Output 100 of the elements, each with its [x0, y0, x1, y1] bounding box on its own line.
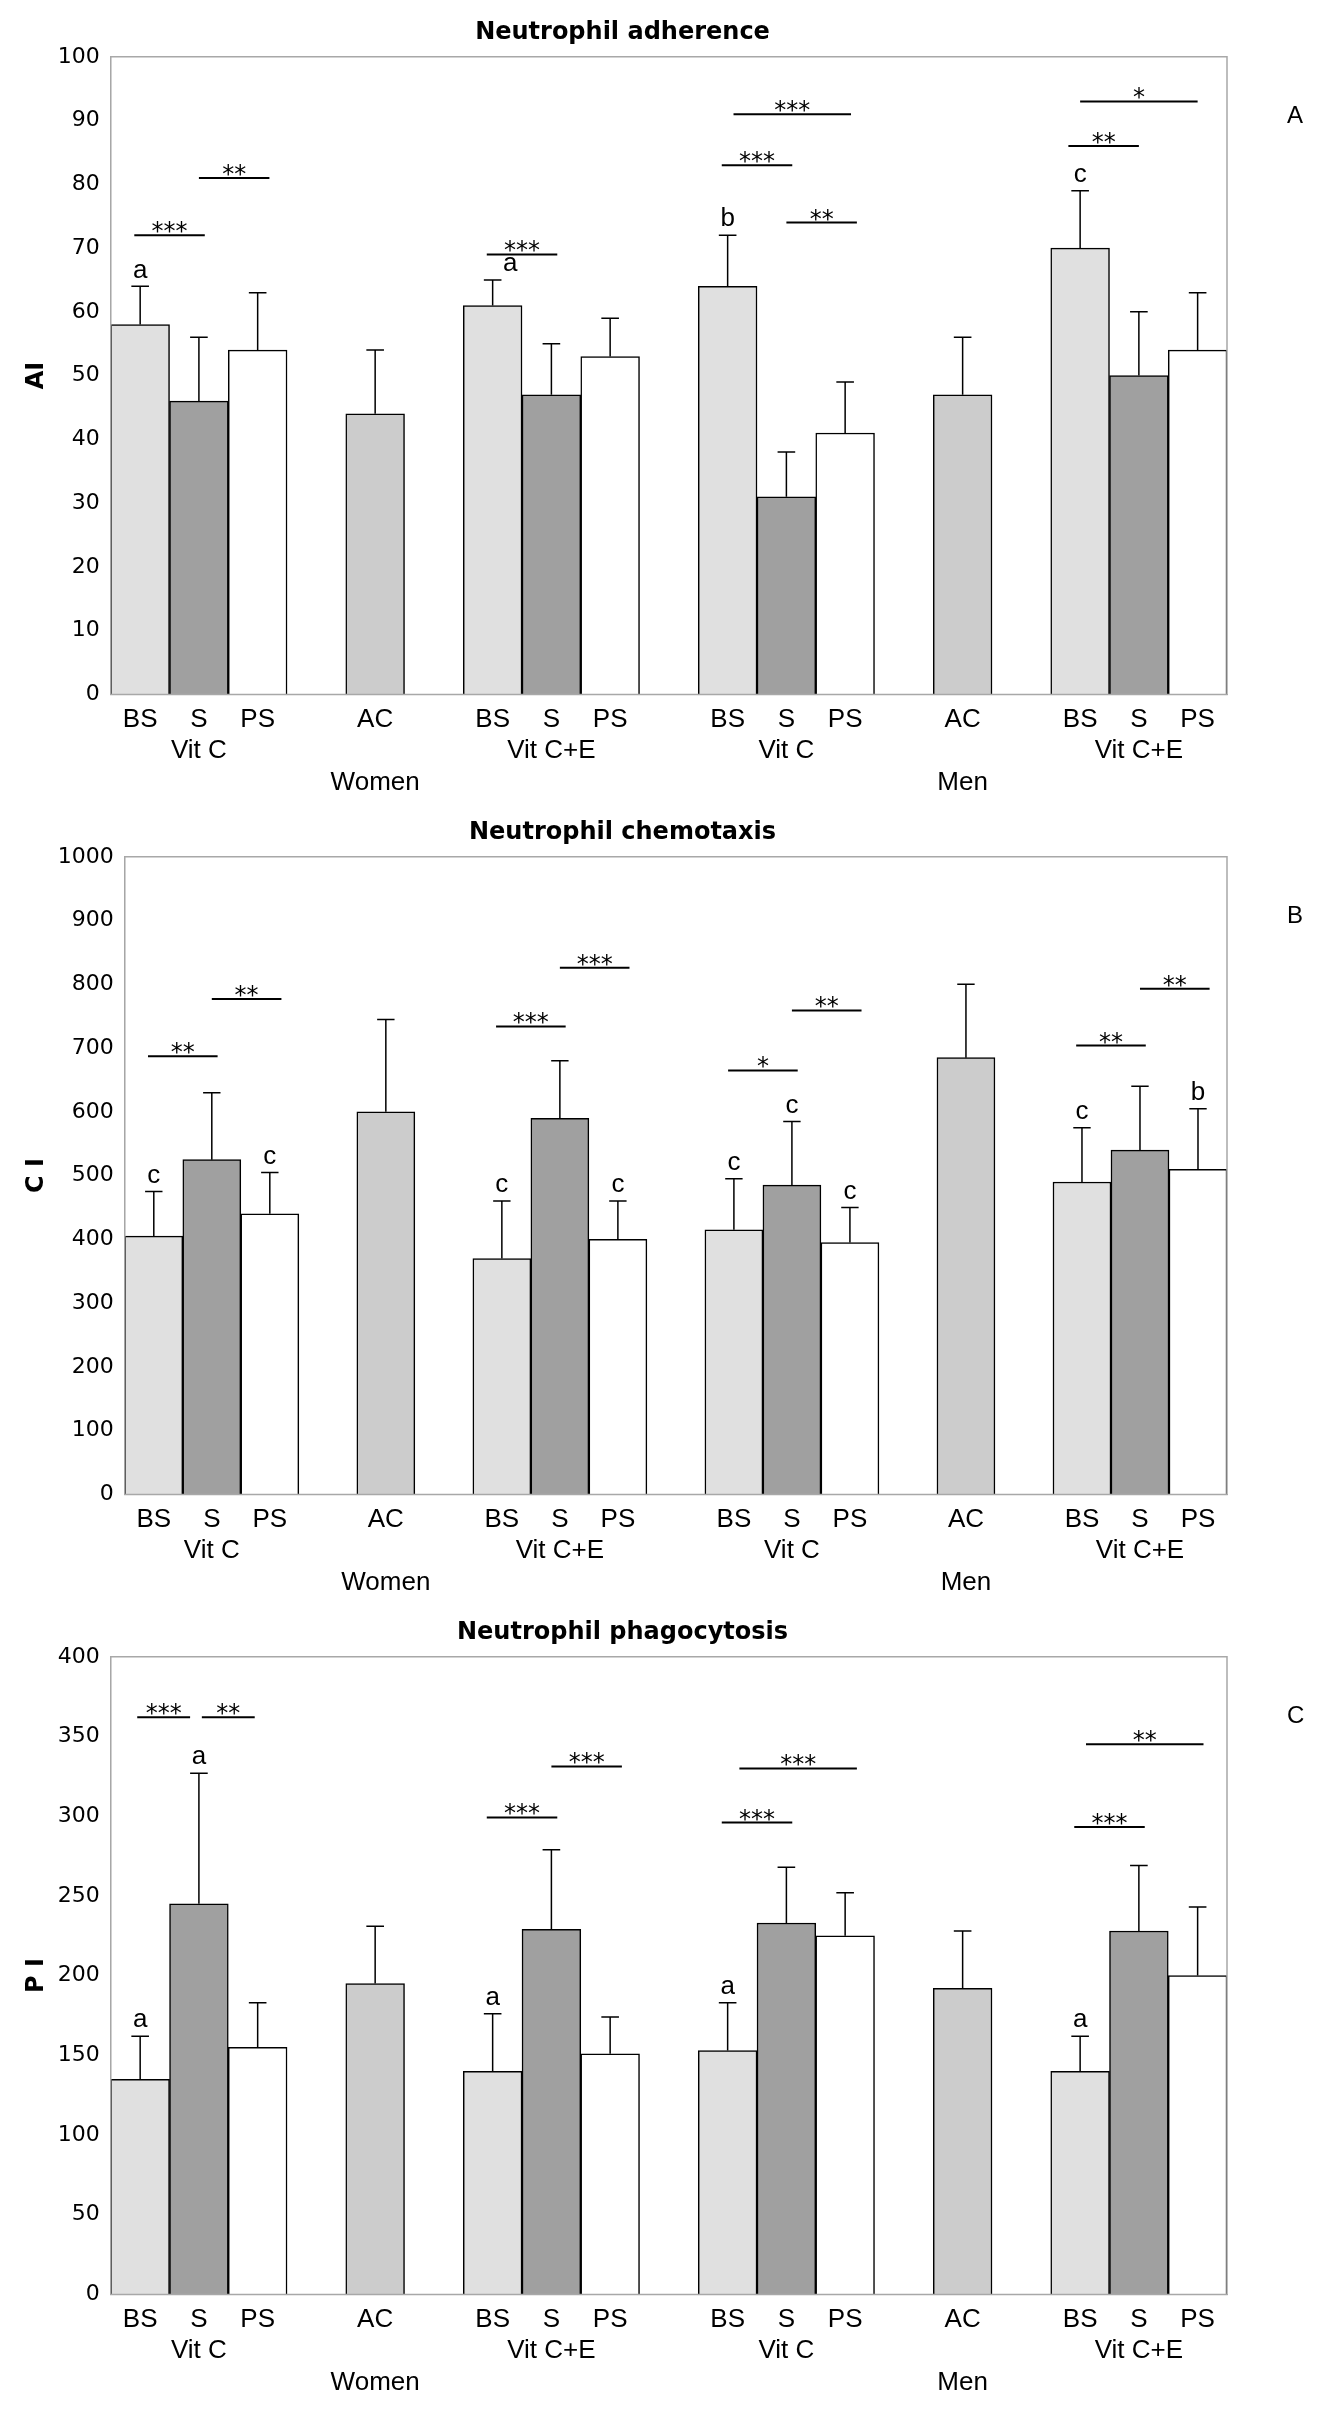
- x-tick-label: BS: [475, 2303, 510, 2334]
- text: A: [1287, 101, 1304, 129]
- y-axis-title: P I: [20, 1958, 49, 1994]
- y-tick-label: 700: [71, 1033, 114, 1059]
- y-tick-label: 200: [57, 1961, 100, 1987]
- x-tick-label: S Vit C: [183, 1503, 240, 1565]
- annotation: **: [170, 1038, 195, 1067]
- y-tick-label: 100: [57, 2120, 100, 2146]
- annotation: a: [1072, 2003, 1088, 2034]
- y-tick-label: 0: [85, 2280, 100, 2306]
- y-tick-label: 50: [71, 2200, 100, 2226]
- annotation: a: [485, 1981, 501, 2012]
- chart-title: Neutrophil chemotaxis: [468, 816, 777, 845]
- category-label: AC Men: [940, 1503, 992, 1596]
- annotation: *: [1132, 83, 1145, 112]
- x-tick-label: S Vit C: [763, 1503, 820, 1565]
- x-tick-label: PS: [827, 703, 863, 734]
- y-tick-label: 60: [71, 297, 100, 323]
- x-tick-label: S Vit C: [758, 703, 815, 765]
- annotation: **: [809, 204, 834, 233]
- x-tick-label: PS: [592, 2303, 628, 2334]
- annotation: **: [234, 980, 259, 1009]
- annotation: c: [1075, 1094, 1089, 1125]
- y-tick-label: 30: [71, 488, 100, 514]
- x-tick-label: PS: [1180, 703, 1215, 734]
- annotation: ***: [568, 1748, 605, 1777]
- category-label: AC Women: [330, 703, 420, 796]
- category-label: AC Women: [341, 1503, 431, 1596]
- y-tick-label: 400: [57, 1642, 100, 1668]
- y-tick-label: 10: [71, 616, 100, 642]
- annotation: a: [132, 253, 148, 284]
- annotation: c: [785, 1088, 799, 1119]
- y-tick-label: 20: [71, 552, 100, 578]
- x-tick-label: PS: [1180, 1503, 1216, 1534]
- x-tick-label: PS: [592, 703, 628, 734]
- category-label: AC Women: [330, 2303, 420, 2396]
- x-tick-label: BS: [710, 703, 745, 734]
- annotation: a: [720, 1969, 736, 2000]
- y-tick-label: 70: [71, 233, 100, 259]
- x-tick-label: PS: [600, 1503, 636, 1534]
- annotation: ***: [1091, 1809, 1128, 1838]
- y-tick-label: 0: [85, 680, 100, 706]
- y-tick-label: 100: [57, 42, 100, 68]
- annotation: c: [147, 1158, 161, 1189]
- annotation: *: [756, 1052, 769, 1081]
- x-tick-label: PS: [252, 1503, 288, 1534]
- y-tick-label: 80: [71, 170, 100, 196]
- chart-title: Neutrophil adherence: [475, 16, 770, 45]
- y-tick-label: 900: [71, 906, 114, 932]
- annotation: **: [814, 992, 839, 1021]
- annotation: ***: [512, 1008, 549, 1037]
- category-label: AC Men: [937, 2303, 988, 2396]
- x-tick-label: BS: [122, 2303, 158, 2334]
- y-tick-label: 50: [71, 361, 100, 387]
- annotation: c: [727, 1145, 741, 1176]
- annotation: ***: [774, 96, 811, 125]
- annotation: c: [611, 1168, 625, 1199]
- annotation: c: [495, 1168, 509, 1199]
- y-tick-label: 100: [71, 1416, 114, 1442]
- x-tick-label: BS: [475, 703, 510, 734]
- x-tick-label: PS: [240, 2303, 275, 2334]
- y-tick-label: 500: [71, 1161, 114, 1187]
- y-tick-label: 350: [57, 1722, 100, 1748]
- y-tick-label: 200: [71, 1352, 114, 1378]
- x-tick-label: S Vit C: [170, 703, 227, 765]
- annotation: **: [1162, 970, 1187, 999]
- y-tick-label: 90: [71, 106, 100, 132]
- x-tick-label: S Vit C: [170, 2303, 227, 2365]
- x-tick-label: S Vit C: [758, 2303, 815, 2365]
- y-tick-label: 300: [71, 1288, 114, 1314]
- y-tick-label: 1000: [57, 842, 114, 868]
- annotation: b: [720, 202, 735, 233]
- annotation: a: [191, 1740, 207, 1771]
- x-tick-label: BS: [122, 703, 158, 734]
- y-tick-label: 600: [71, 1097, 114, 1123]
- annotation: ***: [576, 949, 613, 978]
- y-axis-title: AI: [20, 361, 49, 390]
- annotation: **: [1091, 128, 1116, 157]
- y-tick-label: 40: [71, 425, 100, 451]
- x-tick-label: PS: [832, 1503, 868, 1534]
- x-tick-label: PS: [1180, 2303, 1215, 2334]
- annotation: **: [216, 1699, 241, 1728]
- annotation: ***: [739, 147, 776, 176]
- y-tick-label: 800: [71, 970, 114, 996]
- y-tick-label: 300: [57, 1801, 100, 1827]
- x-tick-label: BS: [716, 1503, 752, 1534]
- annotation: a: [132, 2003, 148, 2034]
- annotation: ***: [151, 217, 188, 246]
- y-tick-label: 150: [57, 2041, 100, 2067]
- x-tick-label: BS: [710, 2303, 745, 2334]
- x-tick-label: BS: [136, 1503, 172, 1534]
- annotation: ***: [780, 1750, 817, 1779]
- annotation: **: [1098, 1027, 1123, 1056]
- x-tick-label: PS: [827, 2303, 863, 2334]
- annotation: b: [1190, 1075, 1206, 1106]
- text: C: [1287, 1701, 1305, 1729]
- annotation: c: [263, 1139, 277, 1170]
- annotation: ***: [739, 1804, 776, 1833]
- annotation: **: [1132, 1726, 1157, 1755]
- y-tick-label: 250: [57, 1881, 100, 1907]
